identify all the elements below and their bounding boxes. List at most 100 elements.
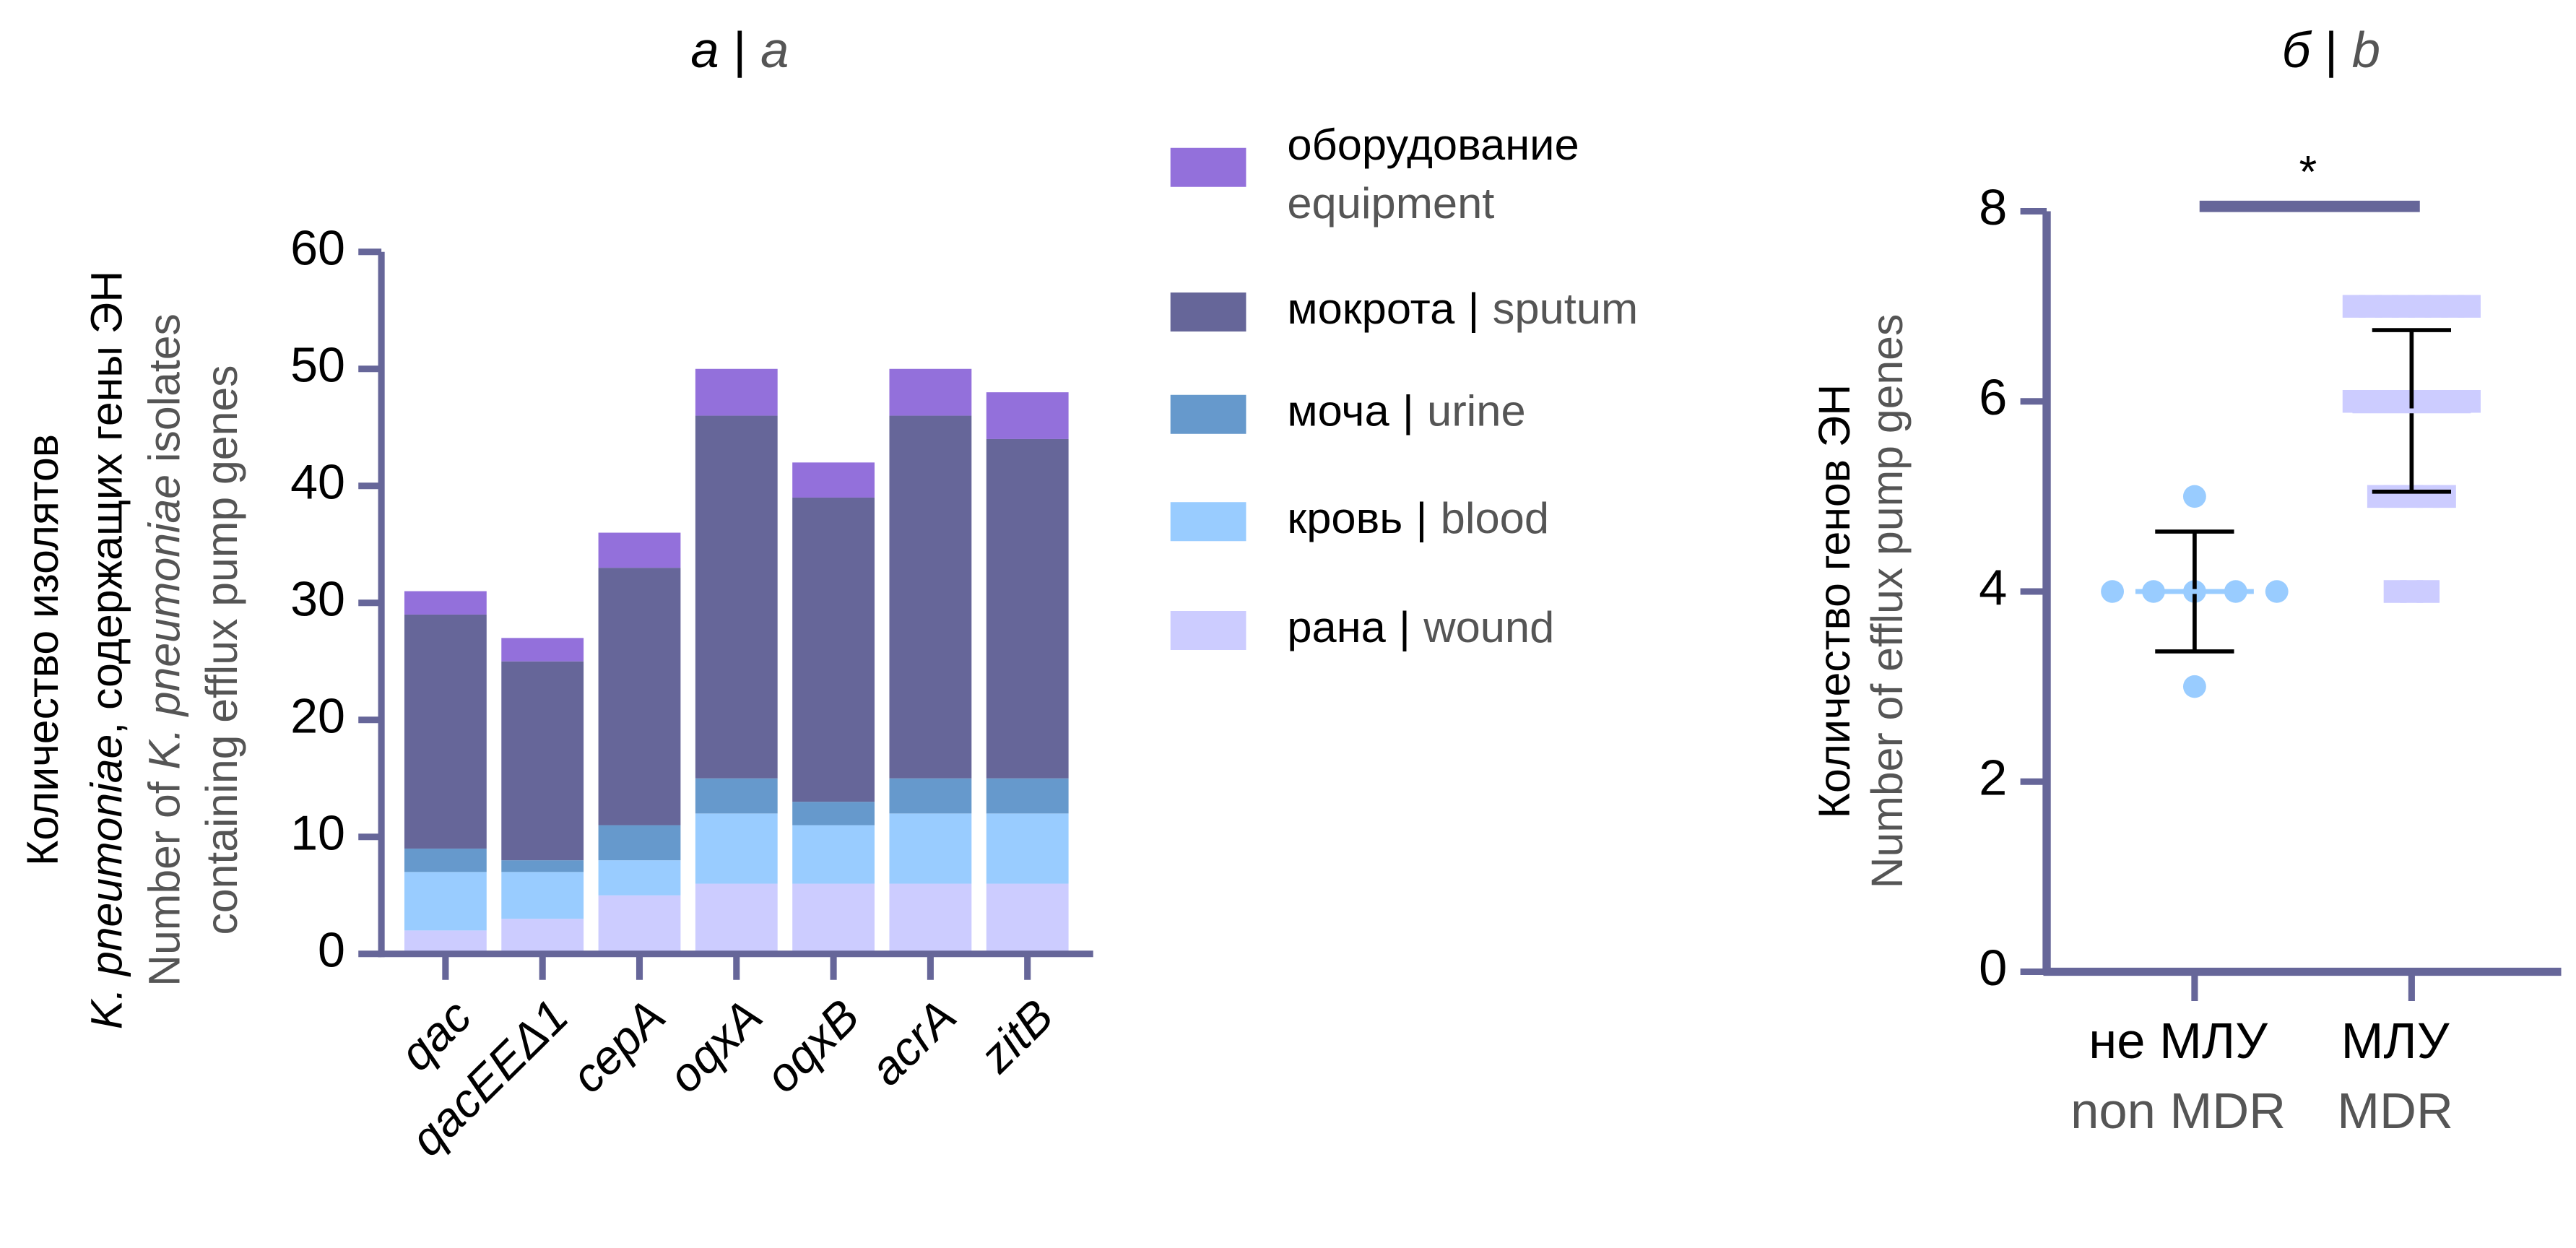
bar-segment	[792, 883, 875, 954]
bar-segment	[695, 813, 778, 884]
legend-separator: |	[1415, 494, 1427, 543]
y-axis-label-part: Количество генов ЭН	[1810, 384, 1859, 819]
y-axis-label-part: Number of efflux pump genes	[1862, 314, 1912, 889]
bar-segment	[986, 883, 1069, 954]
bar-segment	[889, 813, 972, 884]
bar-segment	[404, 591, 487, 615]
bar-segment	[792, 462, 875, 498]
legend-name: кровь	[1287, 494, 1402, 543]
y-tick-label: 40	[290, 456, 345, 510]
y-axis-label-part: Количество изолятов	[18, 434, 67, 866]
x-tick-label: не МЛУ	[2089, 1013, 2268, 1070]
bar-segment	[404, 930, 487, 954]
y-tick-label: 50	[290, 339, 345, 393]
y-axis-label: Количество генов ЭН	[1810, 384, 1859, 819]
y-tick-label: 30	[290, 573, 345, 627]
bar-segment	[889, 368, 972, 416]
y-axis-label: K. pneumoniae, содержащих гены ЭН	[82, 271, 131, 1030]
legend-swatch	[1170, 147, 1246, 187]
bar-segment	[986, 392, 1069, 439]
bar-segment	[986, 813, 1069, 884]
chart-title-part: b	[2352, 21, 2380, 78]
bar-segment	[501, 872, 584, 919]
bar-segment	[695, 883, 778, 954]
chart-title-part: а	[690, 21, 719, 78]
y-tick-label: 0	[318, 924, 345, 978]
y-tick-label: 2	[1979, 749, 2007, 806]
bar-segment	[404, 848, 487, 872]
x-tick-label-en: non MDR	[2070, 1082, 2286, 1139]
legend-swatch	[1170, 292, 1246, 332]
bar-segment	[501, 661, 584, 861]
y-tick-label: 20	[290, 690, 345, 744]
data-point	[2265, 580, 2289, 603]
y-axis-label: Количество изолятов	[18, 434, 67, 866]
y-axis-label: Number of K. pneumoniae isolates	[139, 313, 188, 987]
bar-segment	[404, 872, 487, 931]
legend-swatch	[1170, 394, 1246, 434]
y-axis-label-part: Number of	[139, 769, 188, 986]
bar-segment	[598, 532, 681, 568]
chart-title: б | b	[2282, 21, 2380, 78]
y-tick-label: 0	[1979, 939, 2007, 996]
bar-segment	[986, 778, 1069, 814]
legend-separator: |	[1402, 386, 1414, 436]
y-tick-label: 10	[290, 807, 345, 861]
chart-title-part: |	[2310, 21, 2352, 78]
legend-name-en: wound	[1423, 602, 1554, 651]
legend-label: мокрота | sputum	[1287, 284, 1638, 333]
bar-segment	[598, 825, 681, 861]
bar-segment	[889, 415, 972, 779]
bar-segment	[889, 883, 972, 954]
y-axis-label-part: K. pneumoniae	[82, 734, 131, 1030]
x-tick-label: МЛУ	[2341, 1013, 2450, 1070]
data-point	[2416, 580, 2440, 603]
bar-segment	[889, 778, 972, 814]
legend-swatch	[1170, 611, 1246, 650]
legend-label-en: equipment	[1287, 178, 1494, 228]
legend-separator: |	[1399, 602, 1410, 651]
bar-segment	[598, 860, 681, 896]
y-axis-label: containing efflux pump genes	[197, 365, 246, 935]
y-tick-label: 6	[1979, 369, 2007, 426]
data-point	[2182, 485, 2206, 508]
bar-segment	[695, 368, 778, 416]
bar-segment	[404, 614, 487, 849]
chart-title: а | a	[690, 21, 789, 78]
legend-name-en: blood	[1441, 494, 1549, 543]
bar-segment	[598, 568, 681, 826]
bar-segment	[695, 415, 778, 779]
bar-segment	[695, 778, 778, 814]
y-tick-label: 8	[1979, 178, 2007, 235]
data-point	[2432, 485, 2456, 508]
data-point	[2458, 295, 2481, 318]
y-axis-label-part: , содержащих гены ЭН	[82, 271, 131, 734]
legend-name: мокрота	[1287, 284, 1454, 333]
bar-segment	[501, 860, 584, 872]
legend-label: рана | wound	[1287, 602, 1554, 651]
bar-segment	[792, 802, 875, 826]
data-point	[2182, 675, 2206, 698]
y-tick-label: 60	[290, 222, 345, 276]
bar-segment	[792, 497, 875, 802]
y-axis-label-part: containing efflux pump genes	[197, 365, 246, 935]
legend-label: моча | urine	[1287, 386, 1525, 436]
y-axis-label-part: isolates	[139, 313, 188, 474]
legend-separator: |	[1468, 284, 1480, 333]
chart-title-part: a	[760, 21, 789, 78]
bar-segment	[792, 825, 875, 884]
y-axis-label: Number of efflux pump genes	[1862, 314, 1912, 889]
legend-name-en: urine	[1427, 386, 1526, 436]
legend-label: кровь | blood	[1287, 494, 1549, 543]
legend-name-en: sputum	[1493, 284, 1639, 333]
legend-name: рана	[1287, 602, 1385, 651]
legend-name: моча	[1287, 386, 1389, 436]
chart-title-part: |	[719, 21, 761, 78]
bar-segment	[501, 919, 584, 954]
bar-segment	[598, 895, 681, 954]
bar-segment	[501, 638, 584, 662]
x-tick-label-en: MDR	[2337, 1082, 2453, 1139]
y-tick-label: 4	[1979, 559, 2007, 616]
